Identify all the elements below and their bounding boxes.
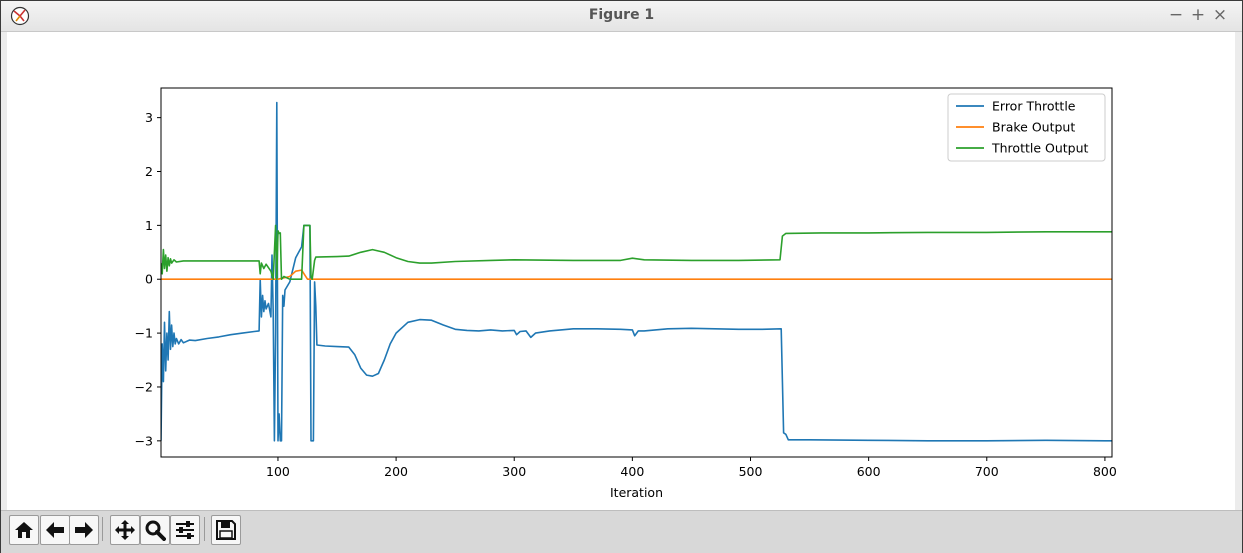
series-line-error-throttle	[161, 101, 1112, 442]
y-tick-label: 0	[145, 272, 153, 287]
legend-label: Brake Output	[992, 120, 1075, 135]
y-tick-label: 1	[145, 218, 153, 233]
app-icon	[10, 6, 30, 26]
navigation-toolbar	[1, 510, 1242, 553]
x-tick-label: 500	[739, 464, 763, 479]
x-tick-label: 600	[857, 464, 881, 479]
subplots-button[interactable]	[170, 515, 200, 545]
x-tick-label: 300	[502, 464, 526, 479]
toolbar-separator	[102, 517, 103, 541]
sliders-icon	[176, 521, 194, 539]
x-tick-label: 400	[620, 464, 644, 479]
x-tick-label: 800	[1093, 464, 1117, 479]
magnifier-icon	[145, 520, 166, 541]
home-button[interactable]	[9, 515, 39, 545]
maximize-button[interactable]: +	[1190, 5, 1206, 25]
forward-button[interactable]	[69, 515, 99, 545]
minimize-button[interactable]: −	[1168, 5, 1184, 25]
y-tick-label: 3	[145, 110, 153, 125]
arrow-right-icon	[75, 522, 93, 538]
y-tick-label: −1	[135, 326, 153, 341]
y-tick-label: −3	[135, 433, 153, 448]
window-title: Figure 1	[588, 7, 655, 23]
move-icon	[115, 520, 135, 540]
floppy-disk-icon	[216, 520, 236, 540]
line-chart[interactable]: 100 200 300 400 500 600 700 800 −3 −2 −1 0 1 2 3 Iterat…	[7, 32, 1235, 510]
legend-label: Error Throttle	[992, 99, 1076, 114]
zoom-button[interactable]	[140, 515, 170, 545]
title-bar[interactable]: Figure 1 − + ×	[1, 1, 1242, 32]
y-tick-label: −2	[135, 379, 153, 394]
close-button[interactable]: ×	[1212, 5, 1228, 25]
arrow-left-icon	[46, 522, 64, 538]
axes-frame	[160, 87, 1113, 458]
series-line-brake-output	[161, 269, 1112, 280]
back-button[interactable]	[40, 515, 70, 545]
figure-canvas[interactable]: 100 200 300 400 500 600 700 800 −3 −2 −1 0 1 2 3 Iterat…	[7, 32, 1235, 510]
legend-label: Throttle Output	[991, 141, 1089, 156]
toolbar-separator	[204, 517, 205, 541]
save-button[interactable]	[211, 515, 241, 545]
x-tick-label: 100	[266, 464, 290, 479]
home-icon	[15, 522, 33, 538]
x-axis-label: Iteration	[610, 485, 663, 500]
legend	[947, 93, 1106, 162]
x-tick-label: 700	[975, 464, 999, 479]
series-line-throttle-output	[161, 224, 1112, 280]
x-tick-label: 200	[384, 464, 408, 479]
y-tick-label: 2	[145, 164, 153, 179]
pan-button[interactable]	[110, 515, 140, 545]
